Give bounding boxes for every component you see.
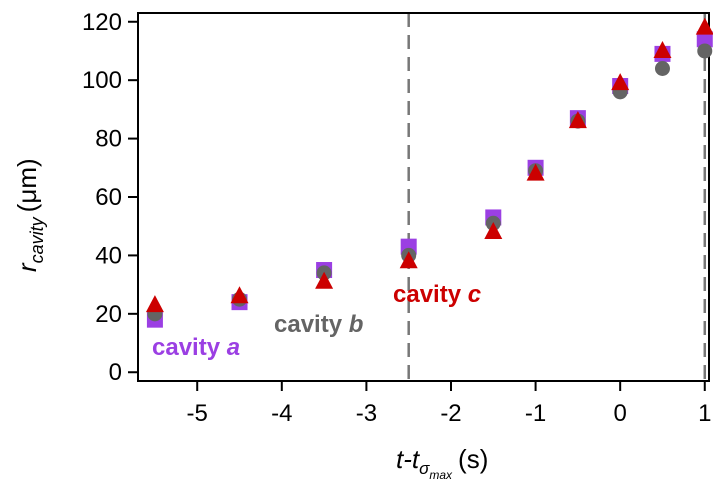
marker-cavity-c [230, 286, 249, 304]
annotation-cavity-b: cavity b [274, 311, 363, 338]
series-annotations: cavity a cavity b cavity c [152, 281, 481, 361]
x-axis: -5 -4 -3 -2 -1 0 1 [187, 381, 711, 427]
x-tick-label: -1 [525, 400, 546, 427]
x-axis-label: t-tσmax(s) [396, 444, 488, 482]
annotation-cavity-c: cavity c [393, 281, 481, 308]
marker-cavity-c [399, 251, 418, 269]
data-markers [145, 17, 713, 328]
x-tick-label: -3 [356, 400, 377, 427]
marker-cavity-c [484, 222, 503, 240]
marker-cavity-c [526, 163, 545, 181]
y-tick-label: 0 [109, 359, 122, 386]
plot-frame [137, 12, 710, 382]
y-tick-label: 100 [82, 67, 122, 94]
marker-cavity-b [654, 60, 670, 76]
marker-cavity-b [697, 43, 713, 59]
marker-cavity-a [696, 31, 713, 48]
x-tick-label: -2 [440, 400, 461, 427]
y-axis-label: rcavity(μm) [12, 158, 47, 272]
y-tick-label: 60 [95, 184, 122, 211]
y-tick-label: 120 [82, 9, 122, 36]
y-tick-label: 40 [95, 242, 122, 269]
x-tick-label: -5 [187, 400, 208, 427]
x-tick-label: -4 [271, 400, 292, 427]
y-tick-label: 20 [95, 301, 122, 328]
y-tick-label: 80 [95, 126, 122, 153]
marker-cavity-c [695, 17, 713, 35]
reference-lines [407, 13, 707, 381]
marker-cavity-c [568, 111, 587, 129]
x-tick-label: 0 [613, 400, 626, 427]
x-tick-label: 1 [698, 400, 711, 427]
y-axis: 0 20 40 60 80 100 120 [82, 9, 138, 386]
marker-cavity-c [315, 271, 334, 289]
marker-cavity-c [653, 40, 672, 58]
annotation-cavity-a: cavity a [152, 334, 240, 361]
marker-cavity-c [611, 73, 630, 91]
marker-cavity-c [145, 295, 164, 313]
